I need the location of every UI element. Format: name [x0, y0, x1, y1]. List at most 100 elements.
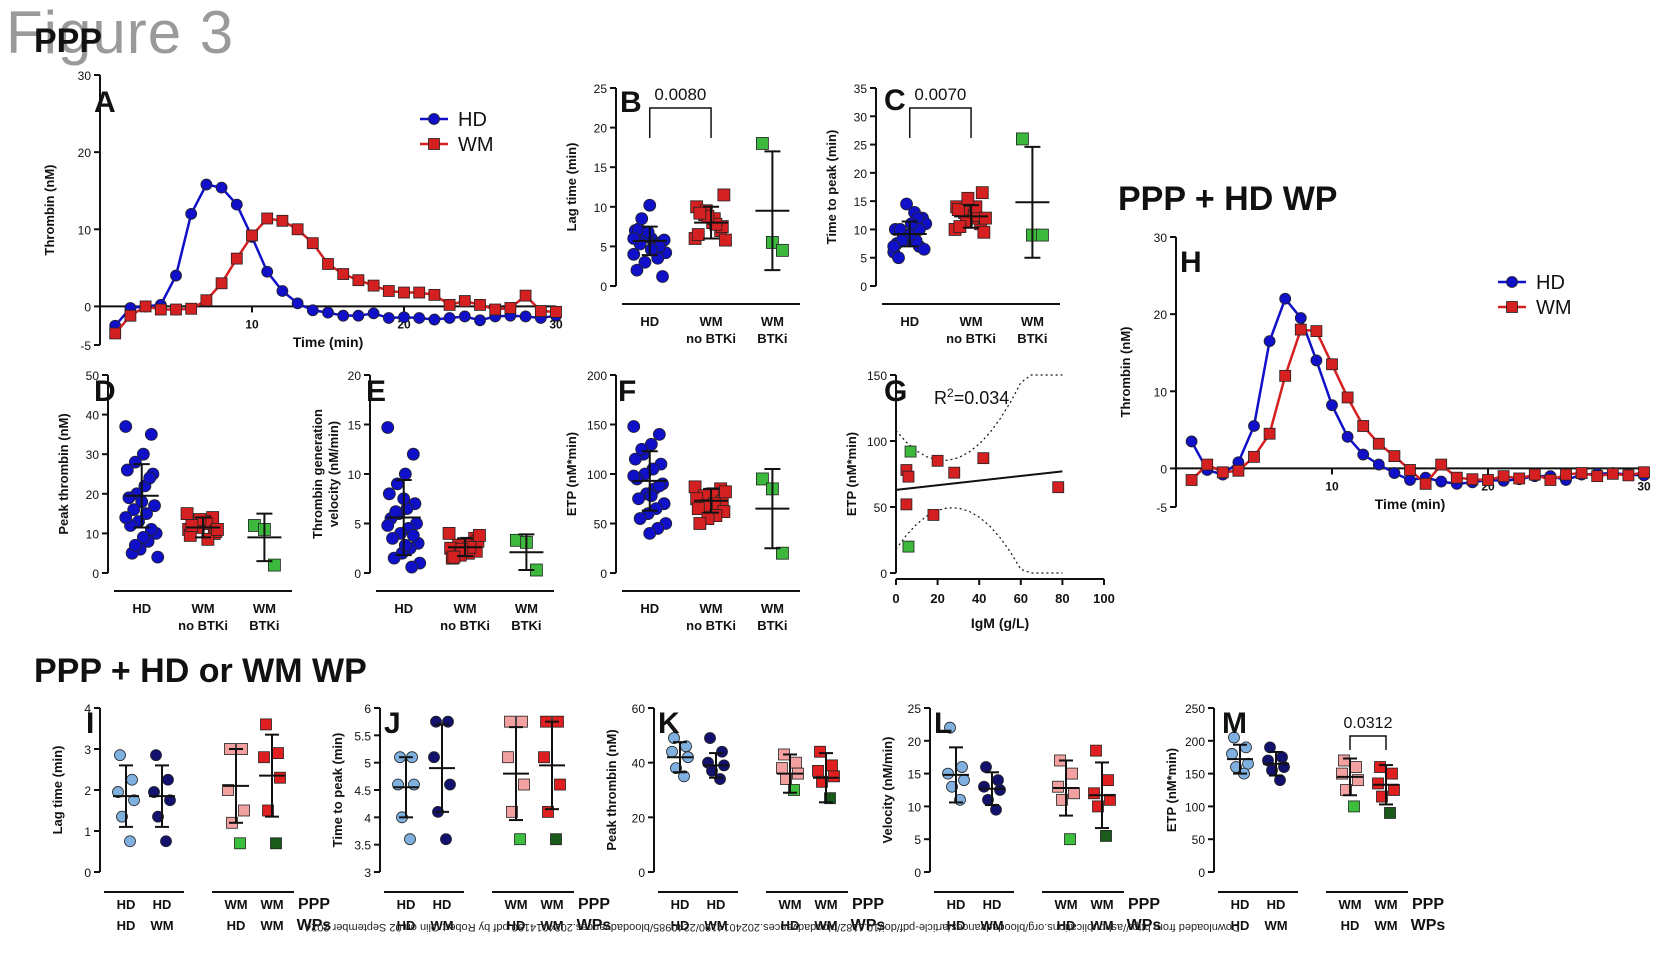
panel-j-point-group-2	[444, 778, 456, 791]
panel-e-y-tick-label: 20	[348, 369, 362, 383]
panel-e-point-group-2	[473, 528, 486, 542]
panel-j-axis-label-wps: WPs	[577, 917, 612, 934]
panel-h-point-wm	[1185, 474, 1198, 486]
panel-m-point-group-3	[1352, 774, 1364, 787]
panel-a-y-tick-label: 10	[78, 223, 92, 237]
panel-k-point-group-4	[814, 745, 826, 758]
panel-c-y-tick-label: 5	[860, 252, 867, 266]
panel-a-point-hd	[443, 312, 456, 324]
panel-e-point-group-1	[386, 531, 399, 545]
panel-k-point-group-2	[714, 773, 726, 785]
panel-c-group-label: WM	[1021, 314, 1044, 329]
panel-e-y-label: velocity (nM/min)	[326, 421, 341, 527]
panel-i-axis-label-wps: WM	[260, 918, 283, 933]
panel-i-y-tick-label: 4	[84, 702, 91, 716]
panel-i-point-group-4	[272, 747, 284, 759]
panel-a-point-hd	[458, 310, 471, 323]
panel-g-point	[931, 454, 944, 467]
panel-m-point-group-4	[1374, 761, 1386, 773]
panel-a-point-wm	[124, 309, 137, 322]
panel-h-point-hd	[1279, 292, 1292, 305]
panel-c-point-group-2	[975, 186, 989, 200]
panel-j-point-group-1	[392, 778, 404, 791]
panel-i-y-tick-label: 3	[84, 743, 91, 757]
panel-j-axis-label-wps: WM	[430, 918, 453, 933]
panel-g-point	[904, 445, 917, 458]
panel-b-significance-bracket	[648, 107, 712, 138]
panel-d-group-label: WM	[192, 601, 215, 616]
panel-l-point-group-4	[1092, 800, 1104, 813]
panel-d-y-tick-label: 0	[92, 567, 99, 581]
panel-i-axis-label-wps: WPs	[297, 917, 332, 934]
panel-m-point-group-3	[1348, 800, 1360, 813]
panel-b-y-tick-label: 0	[600, 280, 607, 294]
panel-e-y-tick-label: 10	[348, 468, 362, 482]
panel-i-axis-label-wps: WM	[150, 918, 173, 933]
panel-b-y-tick-label: 10	[594, 201, 608, 215]
panel-letter-B: B	[620, 86, 642, 119]
panel-h-point-hd	[1357, 448, 1370, 461]
panel-d-point-group-1	[148, 499, 161, 513]
panel-m-p-value: 0.0312	[1344, 715, 1393, 732]
panel-h-point-wm	[1435, 458, 1448, 471]
panel-j-y-label: Time to peak (min)	[330, 733, 345, 848]
panel-a-point-hd	[306, 304, 319, 317]
panel-h-point-hd	[1294, 312, 1307, 324]
panel-e-point-group-1	[387, 551, 401, 565]
panel-b-point-group-2	[691, 228, 705, 241]
panel-j-point-group-1	[408, 778, 420, 791]
panel-h-point-wm	[1466, 473, 1479, 486]
panel-a-point-wm	[139, 300, 152, 313]
panel-a-point-wm	[322, 258, 334, 270]
panel-h-point-hd	[1435, 475, 1448, 488]
panel-b-point-group-1	[627, 232, 641, 245]
panel-d-point-group-1	[143, 471, 157, 485]
panel-c-point-group-2	[951, 203, 965, 217]
panel-m-axis-label-wps: WM	[1374, 918, 1397, 933]
panel-k-axis-label-wps: HD	[671, 918, 690, 933]
panel-l-point-group-1	[958, 774, 970, 787]
panel-e-y-tick-label: 0	[354, 567, 361, 581]
panel-j-axis-label-ppp: HD	[433, 897, 452, 912]
panel-d-point-group-2	[180, 507, 194, 521]
panel-k-axis-label-ppp: WM	[814, 897, 837, 912]
panel-j-axis-label-wps: HD	[397, 918, 416, 933]
panel-letter-J: J	[384, 707, 401, 740]
panel-f-point-group-1	[627, 469, 641, 483]
section-title-ppp: PPP	[34, 22, 103, 60]
panel-m-point-group-4	[1376, 790, 1388, 803]
panel-c-y-tick-label: 15	[854, 195, 868, 209]
panel-k-point-group-2	[716, 745, 728, 758]
panel-d-point-group-1	[119, 420, 133, 433]
panel-a-point-hd	[215, 181, 228, 194]
panel-c-point-group-2	[961, 191, 975, 205]
panel-h-x-tick-label: 10	[1325, 479, 1339, 493]
panel-k-point-group-4	[824, 792, 836, 805]
panel-e-point-group-1	[389, 505, 403, 519]
panel-h-point-wm	[1560, 468, 1572, 481]
panel-h-point-hd	[1388, 467, 1401, 479]
panel-i-point-group-2	[162, 773, 174, 786]
panel-i-point-group-1	[112, 786, 124, 798]
panel-i-axis-label-ppp: HD	[117, 897, 136, 912]
panel-c-y-label: Time to peak (min)	[824, 130, 839, 245]
panel-h-point-wm	[1372, 437, 1385, 450]
panel-h-x-tick-label: 30	[1637, 479, 1651, 493]
panel-l-axis-label-wps: WM	[1090, 918, 1113, 933]
panel-e-group-label: HD	[394, 601, 413, 616]
panel-a-point-wm	[291, 223, 304, 236]
panel-f-y-tick-label: 0	[600, 567, 607, 581]
panel-b-point-group-3	[756, 137, 769, 150]
panel-h-point-wm	[1622, 469, 1635, 482]
panel-l-point-group-4	[1100, 830, 1112, 842]
panel-a-point-wm	[276, 214, 289, 227]
panel-b-point-group-2	[693, 206, 707, 220]
panel-l-y-tick-label: 20	[908, 735, 922, 749]
panel-k-y-tick-label: 0	[638, 866, 645, 880]
panel-m-axis-label-ppp: PPP	[1412, 896, 1444, 913]
panel-l-point-group-2	[978, 780, 990, 793]
panel-a-point-wm	[382, 285, 395, 297]
panel-h-x-label: Time (min)	[1375, 496, 1446, 512]
panel-i-axis-label-wps: HD	[227, 918, 246, 933]
panel-l-y-label: Velocity (nM/min)	[880, 737, 895, 844]
